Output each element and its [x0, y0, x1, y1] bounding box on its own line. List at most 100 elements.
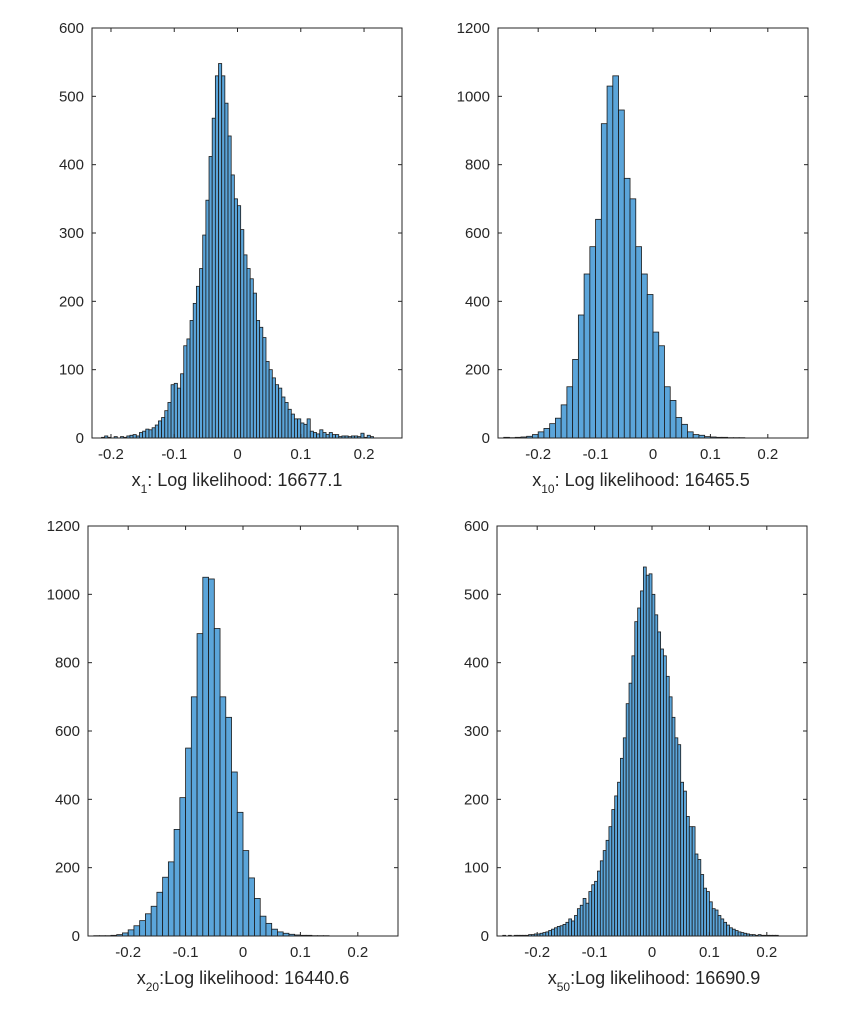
histogram-bar [271, 928, 278, 937]
x-tick-label: 0.2 [757, 446, 778, 463]
histogram-bar [332, 434, 336, 439]
y-tick-label: 200 [464, 791, 489, 808]
histogram-bar [214, 75, 219, 439]
x-axis-label-text: :Log likelihood: 16690.9 [570, 968, 760, 988]
x-axis-label-subscript: 50 [557, 980, 571, 994]
histogram-bar [271, 377, 276, 439]
histogram-bar [589, 246, 596, 439]
histogram-bar [663, 655, 667, 937]
histogram-bar [665, 675, 670, 937]
histogram-bar [325, 434, 330, 439]
y-tick-label: 500 [59, 88, 84, 105]
histogram-bar [277, 931, 284, 937]
y-tick-label: 100 [464, 860, 489, 877]
histogram-bar [322, 432, 327, 439]
y-tick-label: 1200 [47, 518, 80, 535]
histogram-bar [265, 922, 273, 937]
histogram-bar [335, 434, 340, 439]
histogram-bar [683, 790, 687, 937]
histogram-bar [720, 918, 725, 937]
x-axis-label-subscript: 1 [141, 482, 148, 496]
histogram-bar [275, 384, 280, 439]
histogram-bar [281, 396, 286, 439]
histogram-bar [278, 387, 283, 439]
histogram-bar [225, 716, 232, 937]
histogram-bar [231, 771, 238, 937]
histogram-bar [549, 423, 556, 439]
histogram-bar [205, 199, 210, 439]
y-tick-label: 800 [55, 655, 80, 672]
x-axis-label-var: x [532, 470, 541, 490]
histogram-bar [154, 424, 159, 439]
histogram-bar [694, 853, 699, 937]
y-tick-label: 0 [76, 430, 84, 447]
histogram-bar [583, 273, 591, 439]
x-tick-label: -0.1 [161, 446, 187, 463]
x-tick-label: 0 [648, 944, 656, 961]
histogram-bar [243, 254, 248, 439]
histogram-bar [180, 373, 185, 439]
x-axis-label-subscript: 20 [146, 980, 160, 994]
histogram-bar [641, 273, 648, 439]
histogram-bar [706, 891, 710, 937]
histogram-bar [265, 361, 270, 439]
histogram-bar [173, 382, 178, 439]
histogram-bar [654, 614, 659, 937]
histogram-bar [170, 384, 175, 439]
histogram-bar [306, 418, 311, 439]
x-axis-label-var: x [137, 968, 146, 988]
histogram-bar [681, 423, 688, 439]
histogram-bar [179, 797, 186, 937]
histogram-bar [566, 386, 574, 439]
histogram-bar [576, 908, 581, 937]
histogram-bar [726, 924, 730, 937]
histogram-bar [256, 320, 261, 439]
histogram-bar [628, 682, 633, 937]
x-tick-label: -0.1 [583, 446, 609, 463]
histogram-bar [588, 891, 593, 937]
y-tick-label: 1000 [47, 586, 80, 603]
histogram-panel-1: -0.2 -0.1 0 0.1 0.2 0 100 200 300 400 500 600 x1: Lo… [59, 20, 403, 496]
histogram-bar [571, 920, 575, 937]
histogram-bar [167, 861, 175, 937]
histogram-panel-2: -0.2 -0.1 0 0.1 0.2 0 200 400 600 800 1000 1200 x10:… [457, 20, 809, 496]
histogram-bar [313, 432, 317, 439]
histogram-bar [162, 876, 169, 937]
x-tick-label: -0.1 [173, 944, 199, 961]
y-tick-label: 500 [464, 586, 489, 603]
histogram-bar [208, 578, 215, 937]
histogram-bar [186, 338, 191, 439]
histogram-bar [680, 781, 684, 937]
x-tick-label: 0.1 [290, 446, 311, 463]
histogram-bar [259, 915, 267, 937]
histogram-bar [208, 156, 213, 439]
y-tick-label: 200 [59, 293, 84, 310]
histogram-bar [246, 268, 251, 439]
histogram-bar [608, 826, 613, 937]
histogram-bar [714, 909, 719, 937]
histogram-bar [605, 839, 610, 937]
histogram-bars [93, 576, 330, 937]
histogram-bar [164, 410, 169, 439]
y-tick-label: 400 [464, 655, 489, 672]
histogram-bar [328, 432, 333, 439]
histogram-bar [199, 268, 204, 439]
x-tick-label: 0.2 [354, 446, 375, 463]
x-tick-label: -0.2 [525, 446, 551, 463]
histogram-bar [572, 359, 579, 439]
histogram-bar [687, 431, 694, 439]
histogram-bar [259, 326, 264, 439]
histogram-bar [156, 891, 164, 937]
y-tick-label: 600 [465, 225, 490, 242]
histogram-bar [648, 573, 653, 937]
histogram-bar [734, 930, 739, 937]
x-axis-label: x20:Log likelihood: 16440.6 [137, 968, 350, 994]
histogram-bar [697, 859, 702, 937]
histogram-bar [287, 408, 292, 439]
histogram-bar [562, 923, 567, 937]
histogram-bar [597, 870, 601, 937]
histogram-bar [236, 811, 244, 937]
y-tick-label: 300 [59, 225, 84, 242]
histogram-bar [737, 931, 742, 937]
